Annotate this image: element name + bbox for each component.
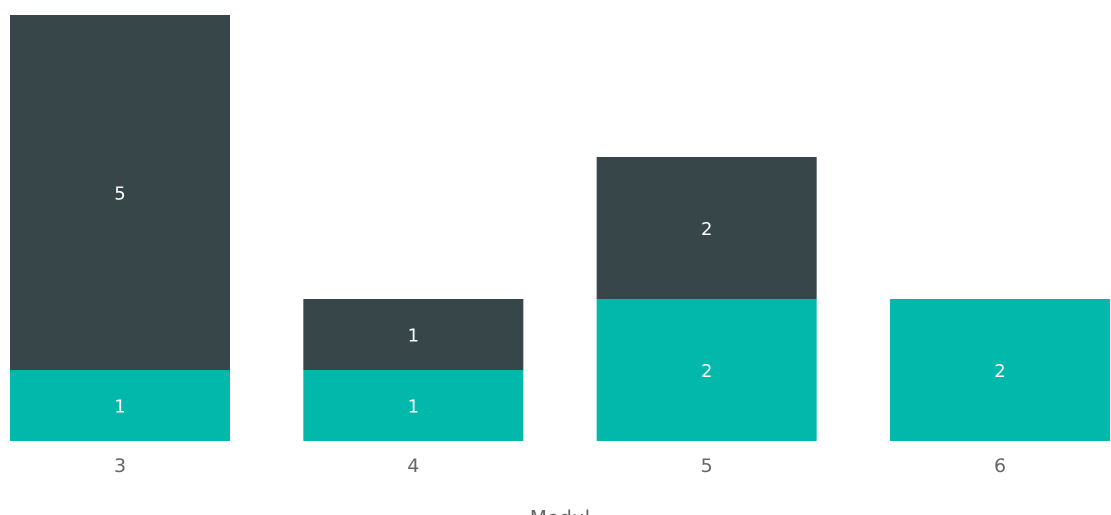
bars-layer [10, 15, 1110, 441]
bar-segment-3-series-2[interactable] [10, 15, 230, 370]
data-label-5-series-1: 2 [701, 361, 712, 382]
x-tick-label-3: 3 [114, 455, 126, 477]
x-axis-title: Modul [530, 506, 590, 515]
bar-segment-5-series-1[interactable] [596, 299, 817, 441]
data-label-4-series-2: 1 [408, 326, 419, 347]
data-label-6-series-1: 2 [994, 361, 1005, 382]
data-label-3-series-1: 1 [114, 397, 125, 418]
bar-segment-4-series-2[interactable] [303, 299, 524, 370]
data-labels-layer: 1 5 1 1 2 2 2 [114, 184, 1005, 418]
x-tick-label-5: 5 [701, 455, 713, 477]
x-axis-ticks: 3 4 5 6 [114, 455, 1006, 477]
data-label-5-series-2: 2 [701, 219, 712, 240]
bar-segment-4-series-1[interactable] [303, 370, 524, 441]
data-label-3-series-2: 5 [114, 184, 125, 205]
x-tick-label-4: 4 [407, 455, 419, 477]
bar-segment-3-series-1[interactable] [10, 370, 230, 441]
x-tick-label-6: 6 [994, 455, 1006, 477]
bar-segment-5-series-2[interactable] [596, 157, 817, 299]
data-label-4-series-1: 1 [408, 397, 419, 418]
bar-segment-6-series-1[interactable] [890, 299, 1110, 441]
